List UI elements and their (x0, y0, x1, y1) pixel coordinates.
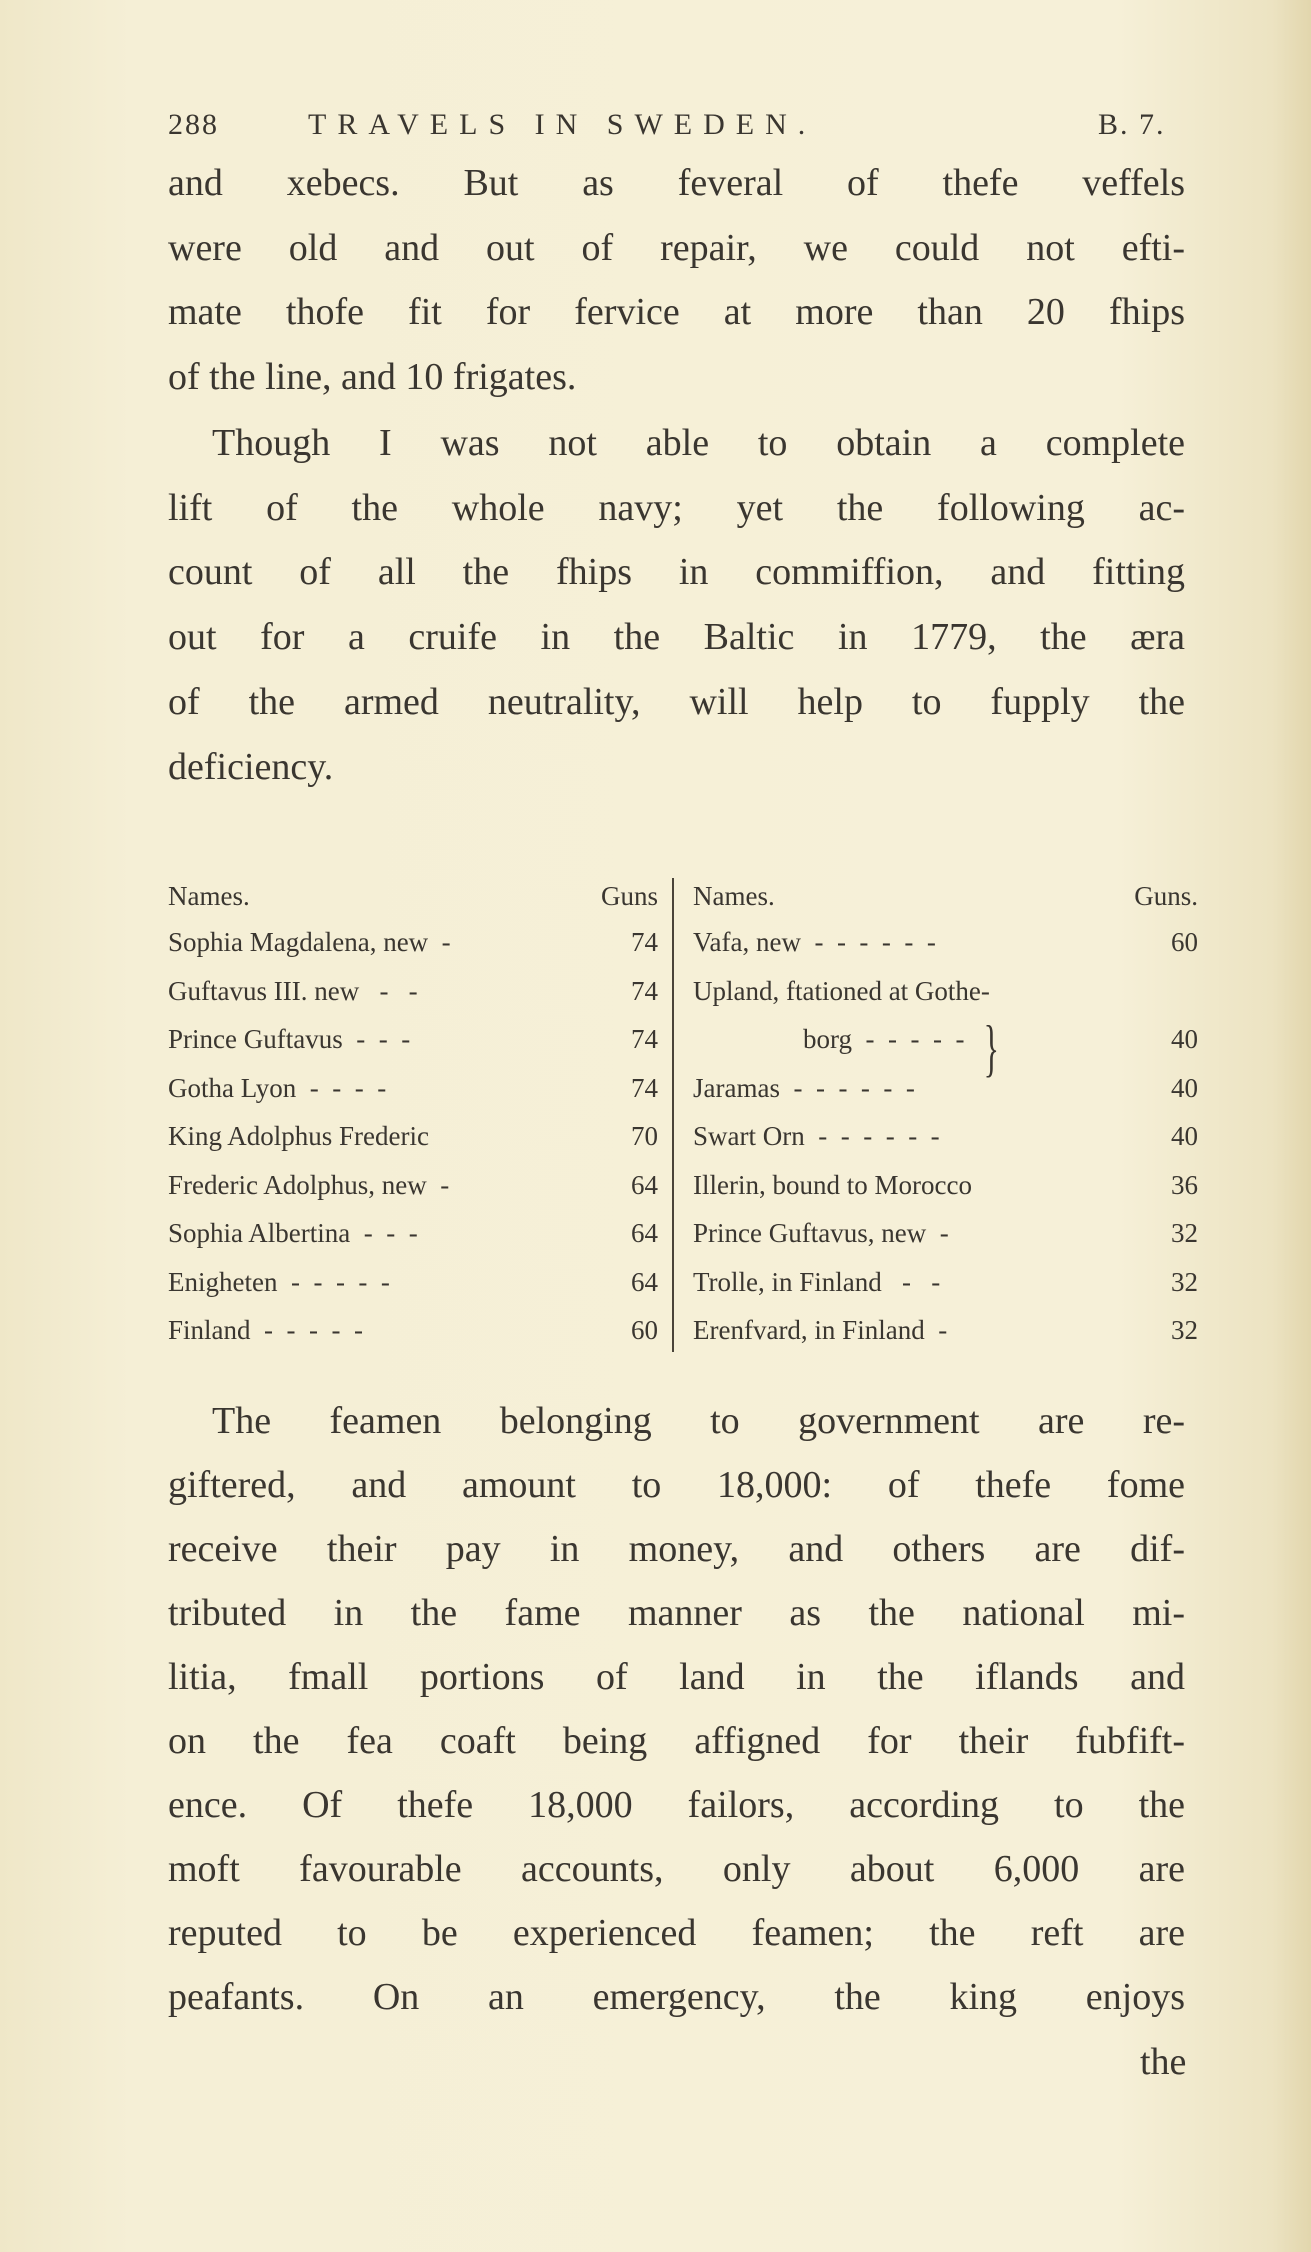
ship-name: King Adolphus Frederic (168, 1121, 429, 1151)
ship-name: Frederic Adolphus, new - (168, 1169, 450, 1200)
table-row: King Adolphus Frederic 70 (168, 1116, 658, 1156)
text-line: moft favourable accounts, only about 6,0… (168, 1848, 1185, 1890)
ship-name: Trolle, in Finland - - (693, 1266, 941, 1297)
text-line: deficiency. (168, 745, 334, 788)
text-line: mate thofe fit for fervice at more than … (168, 291, 1185, 334)
text-line: and xebecs. But as feveral of thefe veff… (168, 162, 1185, 204)
table-row: Enigheten - - - - - 64 (168, 1262, 658, 1302)
ship-name: Vafa, new - - - - - - (693, 927, 936, 957)
text-line: giftered, and amount to 18,000: of thefe… (168, 1464, 1185, 1506)
ship-name: Illerin, bound to Morocco (693, 1169, 972, 1200)
text-line: The feamen belonging to government are r… (212, 1400, 1185, 1442)
table-row: Sophia Albertina - - - 64 (168, 1213, 658, 1253)
ship-guns: 64 (631, 1218, 658, 1248)
table-row: Sophia Magdalena, new - 74 (168, 922, 658, 962)
ship-name: Finland - - - - - (168, 1315, 363, 1345)
ship-name: Guftavus III. new - - (168, 975, 418, 1006)
text-line: litia, fmall portions of land in the ifl… (168, 1656, 1185, 1698)
ship-guns: Guns (600, 881, 658, 911)
ship-name: Prince Guftavus, new - (693, 1218, 949, 1248)
table-row: Swart Orn - - - - - - 40 (693, 1116, 1198, 1156)
ship-guns: 40 (1171, 1121, 1198, 1151)
table-row: Frederic Adolphus, new - 64 (168, 1165, 658, 1205)
ship-guns: 74 (631, 1072, 658, 1103)
table-row: Prince Guftavus, new - 32 (693, 1213, 1198, 1253)
ship-name: Erenfvard, in Finland - (693, 1315, 948, 1345)
catchword: the (1140, 2041, 1187, 2083)
ship-guns: 40 (1171, 1072, 1198, 1103)
text-line: of the armed neutrality, will help to fu… (168, 680, 1185, 723)
text-line: peafants. On an emergency, the king enjo… (168, 1976, 1185, 2018)
text-line: were old and out of repair, we could not… (168, 226, 1185, 269)
table-row: borg - - - - - 40 (693, 1019, 1198, 1059)
table-row: Jaramas - - - - - - 40 (693, 1068, 1198, 1108)
ship-name: Gotha Lyon - - - - (168, 1072, 387, 1103)
ship-guns: 32 (1171, 1266, 1198, 1297)
text-line: lift of the whole navy; yet the followin… (168, 486, 1185, 529)
table-row: Prince Guftavus - - - 74 (168, 1019, 658, 1059)
book-number: B. 7. (1098, 108, 1166, 141)
table-row: Gotha Lyon - - - - 74 (168, 1068, 658, 1108)
ship-name: Prince Guftavus - - - (168, 1024, 411, 1054)
ships-table: Names. Guns Sophia Magdalena, new -74 Gufta… (168, 876, 1198, 1356)
ship-name: borg - - - - - (803, 1024, 965, 1054)
ship-guns: 64 (631, 1266, 658, 1297)
text-line: tributed in the fame manner as the natio… (168, 1592, 1185, 1634)
ship-name: Names. (168, 881, 250, 911)
text-line: receive their pay in money, and others a… (168, 1528, 1185, 1570)
table-row: Finland - - - - - 60 (168, 1310, 658, 1350)
ship-guns: 64 (631, 1169, 658, 1200)
ship-guns: 40 (1171, 1024, 1198, 1054)
text-line: out for a cruife in the Baltic in 1779, … (168, 616, 1185, 659)
ship-name: Enigheten - - - - - (168, 1266, 390, 1297)
text-line: Though I was not able to obtain a comple… (212, 422, 1185, 464)
brace-mark: } (983, 1012, 1000, 1083)
ship-name: Upland, ftationed at Gothe- (693, 975, 990, 1006)
ship-guns: 32 (1171, 1218, 1198, 1248)
ship-name: Names. (693, 881, 775, 911)
table-row: Vafa, new - - - - - - 60 (693, 922, 1198, 962)
page-number: 288 (168, 108, 219, 141)
ship-name: Swart Orn - - - - - - (693, 1121, 940, 1151)
table-header: Names. Guns. (693, 876, 1198, 916)
table-row: Trolle, in Finland - - 32 (693, 1262, 1198, 1302)
ship-guns: 36 (1171, 1169, 1198, 1200)
table-row: Upland, ftationed at Gothe- (693, 971, 1198, 1011)
ship-guns: 32 (1171, 1315, 1198, 1345)
ship-guns: Guns. (1134, 881, 1198, 911)
running-title: TRAVELS IN SWEDEN. (308, 108, 817, 141)
table-row: Illerin, bound to Morocco 36 (693, 1165, 1198, 1205)
ship-guns: 60 (631, 1315, 658, 1345)
text-line: reputed to be experienced feamen; the re… (168, 1912, 1185, 1954)
ship-guns: 70 (631, 1121, 658, 1151)
column-divider (672, 878, 674, 1352)
ship-name: Sophia Magdalena, new - (168, 927, 451, 957)
ship-guns: 74 (631, 927, 658, 957)
ship-name: Jaramas - - - - - - (693, 1072, 915, 1103)
text-line: of the line, and 10 frigates. (168, 356, 577, 399)
ship-guns: 74 (631, 1024, 658, 1054)
text-line: count of all the fhips in commiffion, an… (168, 551, 1185, 594)
table-header: Names. Guns (168, 876, 658, 916)
table-row: Guftavus III. new - - 74 (168, 971, 658, 1011)
ship-guns: 74 (631, 975, 658, 1006)
text-line: on the fea coaft being affigned for thei… (168, 1720, 1185, 1762)
ship-guns: 60 (1171, 927, 1198, 957)
table-row: Erenfvard, in Finland - 32 (693, 1310, 1198, 1350)
ship-name: Sophia Albertina - - - (168, 1218, 418, 1248)
running-header: 288 TRAVELS IN SWEDEN. B. 7. (168, 108, 1185, 148)
text-line: ence. Of thefe 18,000 failors, according… (168, 1784, 1185, 1826)
